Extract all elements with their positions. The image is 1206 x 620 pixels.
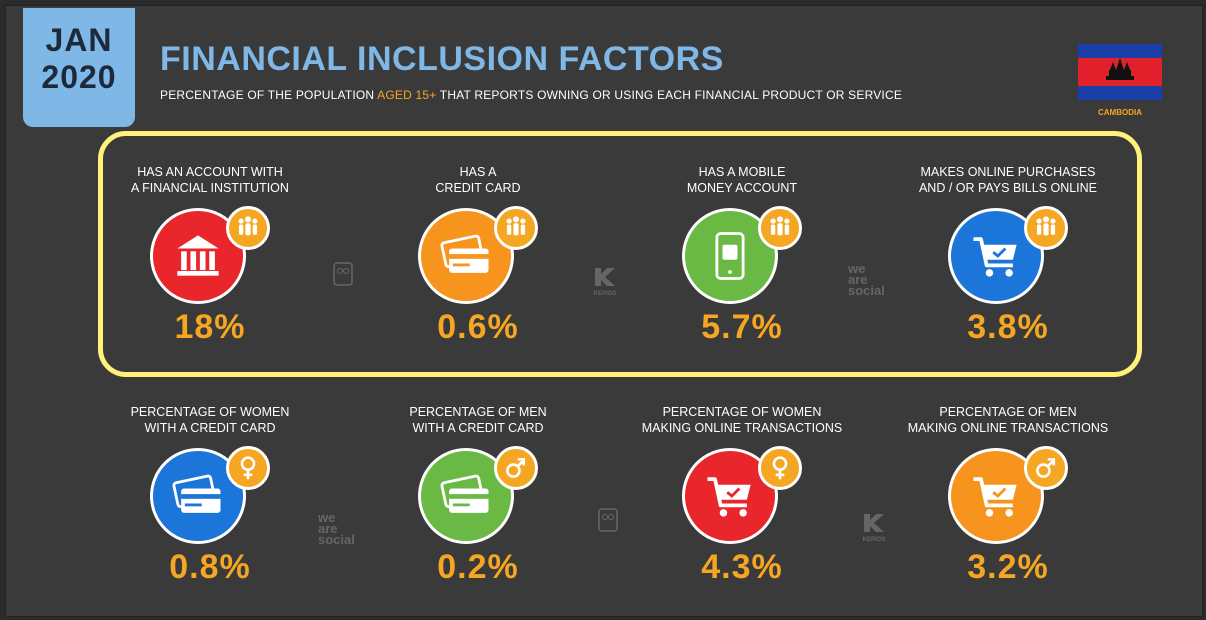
page-title: FINANCIAL INCLUSION FACTORS [160, 40, 724, 78]
shopping-cart-icon [948, 448, 1044, 544]
we-are-social-watermark: we are social [318, 510, 355, 547]
metric-label: PERCENTAGE OF MEN WITH A CREDIT CARD [409, 405, 547, 435]
wm-word: we [848, 261, 866, 276]
female-icon [226, 446, 270, 490]
metric-value: 18% [174, 308, 246, 346]
metric-label: PERCENTAGE OF WOMEN MAKING ONLINE TRANSA… [641, 405, 843, 435]
male-icon [494, 446, 538, 490]
date-tab: JAN 2020 [23, 8, 135, 127]
subtitle-post: THAT REPORTS OWNING OR USING EACH FINANC… [436, 88, 903, 102]
kepios-watermark: KEPIOS [862, 512, 886, 543]
kepios-watermark: KEPIOS [593, 266, 617, 297]
people-icon [226, 206, 270, 250]
metric-label: PERCENTAGE OF WOMEN WITH A CREDIT CARD [130, 405, 290, 435]
people-icon [758, 206, 802, 250]
people-icon [1024, 206, 1068, 250]
we-are-social-watermark: we are social [848, 261, 885, 298]
people-icon [494, 206, 538, 250]
metric-value: 0.6% [437, 308, 519, 346]
metric-women-online: PERCENTAGE OF WOMEN MAKING ONLINE TRANSA… [622, 404, 862, 587]
wm-word: we [318, 510, 336, 525]
metric-credit-card: HAS A CREDIT CARD 0.6% [358, 164, 598, 347]
subtitle-highlight: AGED 15+ [377, 88, 437, 102]
male-icon [1024, 446, 1068, 490]
credit-card-icon [418, 208, 514, 304]
metric-label: HAS A CREDIT CARD [435, 165, 521, 195]
wm-word: are [848, 272, 868, 287]
metric-men-credit-card: PERCENTAGE OF MEN WITH A CREDIT CARD 0.2… [358, 404, 598, 587]
metric-value: 3.8% [967, 308, 1049, 346]
owl-watermark-icon [598, 508, 618, 537]
metric-label: PERCENTAGE OF MEN MAKING ONLINE TRANSACT… [907, 405, 1109, 435]
date-year: 2020 [41, 59, 117, 95]
cambodia-flag-icon [1078, 44, 1162, 100]
metric-value: 0.2% [437, 548, 519, 586]
kepios-label: KEPIOS [593, 291, 617, 297]
wm-word: social [318, 532, 355, 547]
subtitle-pre: PERCENTAGE OF THE POPULATION [160, 88, 378, 102]
metric-label: HAS A MOBILE MONEY ACCOUNT [686, 165, 798, 195]
metric-account: HAS AN ACCOUNT WITH A FINANCIAL INSTITUT… [90, 164, 330, 347]
metric-value: 5.7% [701, 308, 783, 346]
metric-women-credit-card: PERCENTAGE OF WOMEN WITH A CREDIT CARD 0… [90, 404, 330, 587]
metric-value: 3.2% [967, 548, 1049, 586]
owl-watermark-icon [333, 262, 353, 291]
date-month: JAN [45, 22, 113, 58]
wm-word: social [848, 283, 885, 298]
kepios-label: KEPIOS [862, 537, 886, 543]
metric-mobile-money: HAS A MOBILE MONEY ACCOUNT 5.7% [622, 164, 862, 347]
female-icon [758, 446, 802, 490]
wm-word: are [318, 521, 338, 536]
country-label: CAMBODIA [1098, 108, 1142, 117]
page-subtitle: PERCENTAGE OF THE POPULATION AGED 15+ TH… [160, 88, 902, 102]
metric-value: 0.8% [169, 548, 251, 586]
metric-men-online: PERCENTAGE OF MEN MAKING ONLINE TRANSACT… [888, 404, 1128, 587]
highlight-box [98, 131, 1142, 377]
metric-label: HAS AN ACCOUNT WITH A FINANCIAL INSTITUT… [131, 165, 289, 195]
metric-online-purchases: MAKES ONLINE PURCHASES AND / OR PAYS BIL… [888, 164, 1128, 347]
metric-label: MAKES ONLINE PURCHASES AND / OR PAYS BIL… [918, 165, 1098, 195]
metric-value: 4.3% [701, 548, 783, 586]
